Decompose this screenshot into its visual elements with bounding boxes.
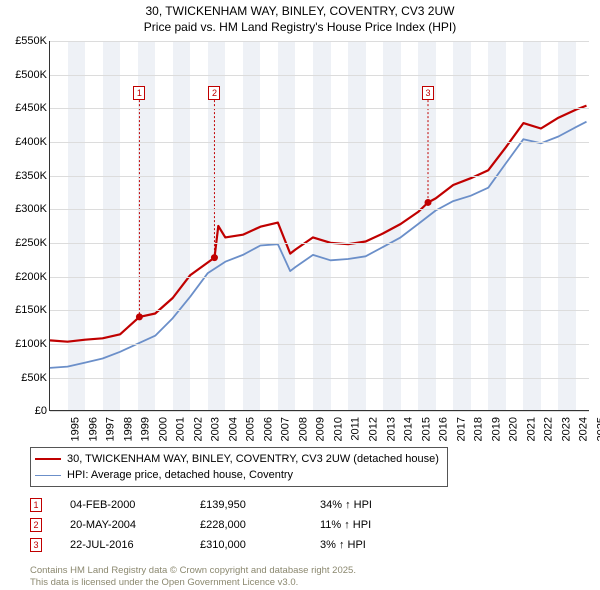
gridline bbox=[50, 277, 589, 278]
footer-line-1: Contains HM Land Registry data © Crown c… bbox=[30, 565, 600, 577]
x-axis-label: 2016 bbox=[438, 417, 450, 441]
sale-row-price: £310,000 bbox=[200, 539, 320, 551]
gridline bbox=[50, 209, 589, 210]
plot-region: 1 2 3 bbox=[49, 41, 589, 411]
sale-row-date: 22-JUL-2016 bbox=[70, 539, 200, 551]
gridline bbox=[50, 411, 589, 412]
legend-row-2: HPI: Average price, detached house, Cove… bbox=[35, 467, 439, 483]
x-axis-label: 2015 bbox=[420, 417, 432, 441]
sale-row-delta: 11% ↑ HPI bbox=[320, 519, 440, 531]
sales-table: 1 04-FEB-2000£139,95034% ↑ HPI 2 20-MAY-200… bbox=[30, 495, 600, 555]
sale-row-delta: 34% ↑ HPI bbox=[320, 499, 440, 511]
chart-area: 1 2 3 £0 £50K £100K £150K £200K £250K £300K £350K… bbox=[5, 41, 595, 441]
y-axis-label: £350K bbox=[7, 170, 47, 182]
y-axis-label: £450K bbox=[7, 102, 47, 114]
title-line-2: Price paid vs. HM Land Registry's House … bbox=[0, 20, 600, 36]
chart-title-block: 30, TWICKENHAM WAY, BINLEY, COVENTRY, CV… bbox=[0, 0, 600, 37]
x-axis-label: 2022 bbox=[543, 417, 555, 441]
x-axis-label: 2004 bbox=[227, 417, 239, 441]
x-axis-label: 2000 bbox=[157, 417, 169, 441]
x-axis-label: 1996 bbox=[87, 417, 99, 441]
gridline bbox=[50, 310, 589, 311]
legend-swatch-2 bbox=[35, 475, 61, 476]
sale-row-date: 20-MAY-2004 bbox=[70, 519, 200, 531]
y-axis-label: £250K bbox=[7, 237, 47, 249]
gridline bbox=[50, 378, 589, 379]
y-axis-label: £400K bbox=[7, 136, 47, 148]
sale-row-price: £228,000 bbox=[200, 519, 320, 531]
x-axis-label: 2020 bbox=[508, 417, 520, 441]
chart-svg bbox=[50, 41, 590, 411]
x-axis-label: 1997 bbox=[105, 417, 117, 441]
legend-label-1: 30, TWICKENHAM WAY, BINLEY, COVENTRY, CV… bbox=[67, 453, 439, 465]
sale-row-price: £139,950 bbox=[200, 499, 320, 511]
sale-row: 1 04-FEB-2000£139,95034% ↑ HPI bbox=[30, 495, 600, 515]
x-axis-label: 2003 bbox=[210, 417, 222, 441]
sale-row: 3 22-JUL-2016£310,0003% ↑ HPI bbox=[30, 535, 600, 555]
x-axis-label: 2011 bbox=[349, 417, 361, 441]
sale-row-marker: 1 bbox=[30, 498, 42, 512]
sale-marker-box: 3 bbox=[422, 86, 434, 100]
x-axis-label: 2008 bbox=[297, 417, 309, 441]
x-axis-label: 1999 bbox=[140, 417, 152, 441]
gridline bbox=[50, 176, 589, 177]
y-axis-label: £550K bbox=[7, 35, 47, 47]
x-axis-label: 2005 bbox=[245, 417, 257, 441]
x-axis-label: 1995 bbox=[69, 417, 81, 441]
sale-marker-box: 2 bbox=[208, 86, 220, 100]
sale-marker-box: 1 bbox=[133, 86, 145, 100]
y-axis-label: £200K bbox=[7, 271, 47, 283]
chart-container: { "title": { "line1": "30, TWICKENHAM WA… bbox=[0, 0, 600, 590]
x-axis-label: 2023 bbox=[560, 417, 572, 441]
gridline bbox=[50, 344, 589, 345]
x-axis-label: 2019 bbox=[490, 417, 502, 441]
legend-row-1: 30, TWICKENHAM WAY, BINLEY, COVENTRY, CV… bbox=[35, 451, 439, 467]
x-axis-label: 2018 bbox=[473, 417, 485, 441]
legend-label-2: HPI: Average price, detached house, Cove… bbox=[67, 469, 293, 481]
legend-swatch-1 bbox=[35, 458, 61, 460]
title-line-1: 30, TWICKENHAM WAY, BINLEY, COVENTRY, CV… bbox=[0, 4, 600, 20]
footer-line-2: This data is licensed under the Open Gov… bbox=[30, 577, 600, 589]
x-axis-label: 2017 bbox=[455, 417, 467, 441]
x-axis-label: 2002 bbox=[192, 417, 204, 441]
sale-row-marker: 2 bbox=[30, 518, 42, 532]
sale-marker-dot bbox=[211, 254, 218, 261]
y-axis-label: £0 bbox=[7, 405, 47, 417]
sale-marker-dot bbox=[136, 314, 143, 321]
x-axis-label: 2025 bbox=[595, 417, 600, 441]
y-axis-label: £500K bbox=[7, 69, 47, 81]
sale-row-delta: 3% ↑ HPI bbox=[320, 539, 440, 551]
y-axis-label: £150K bbox=[7, 304, 47, 316]
gridline bbox=[50, 108, 589, 109]
gridline bbox=[50, 243, 589, 244]
x-axis-label: 2013 bbox=[385, 417, 397, 441]
x-axis-label: 2010 bbox=[332, 417, 344, 441]
x-axis-label: 2007 bbox=[280, 417, 292, 441]
x-axis-label: 2009 bbox=[315, 417, 327, 441]
x-axis-label: 1998 bbox=[122, 417, 134, 441]
gridline bbox=[50, 75, 589, 76]
x-axis-label: 2012 bbox=[368, 417, 380, 441]
y-axis-label: £100K bbox=[7, 338, 47, 350]
sale-row-marker: 3 bbox=[30, 538, 42, 552]
y-axis-label: £300K bbox=[7, 203, 47, 215]
sale-marker-dot bbox=[425, 199, 432, 206]
x-axis-label: 2006 bbox=[262, 417, 274, 441]
x-axis-label: 2024 bbox=[578, 417, 590, 441]
x-axis-label: 2014 bbox=[403, 417, 415, 441]
x-axis-label: 2001 bbox=[175, 417, 187, 441]
sale-row: 2 20-MAY-2004£228,00011% ↑ HPI bbox=[30, 515, 600, 535]
footer-attribution: Contains HM Land Registry data © Crown c… bbox=[30, 565, 600, 589]
legend: 30, TWICKENHAM WAY, BINLEY, COVENTRY, CV… bbox=[30, 447, 448, 487]
y-axis-label: £50K bbox=[7, 372, 47, 384]
sale-row-date: 04-FEB-2000 bbox=[70, 499, 200, 511]
gridline bbox=[50, 41, 589, 42]
series-hpi bbox=[50, 122, 587, 368]
x-axis-label: 2021 bbox=[525, 417, 537, 441]
gridline bbox=[50, 142, 589, 143]
